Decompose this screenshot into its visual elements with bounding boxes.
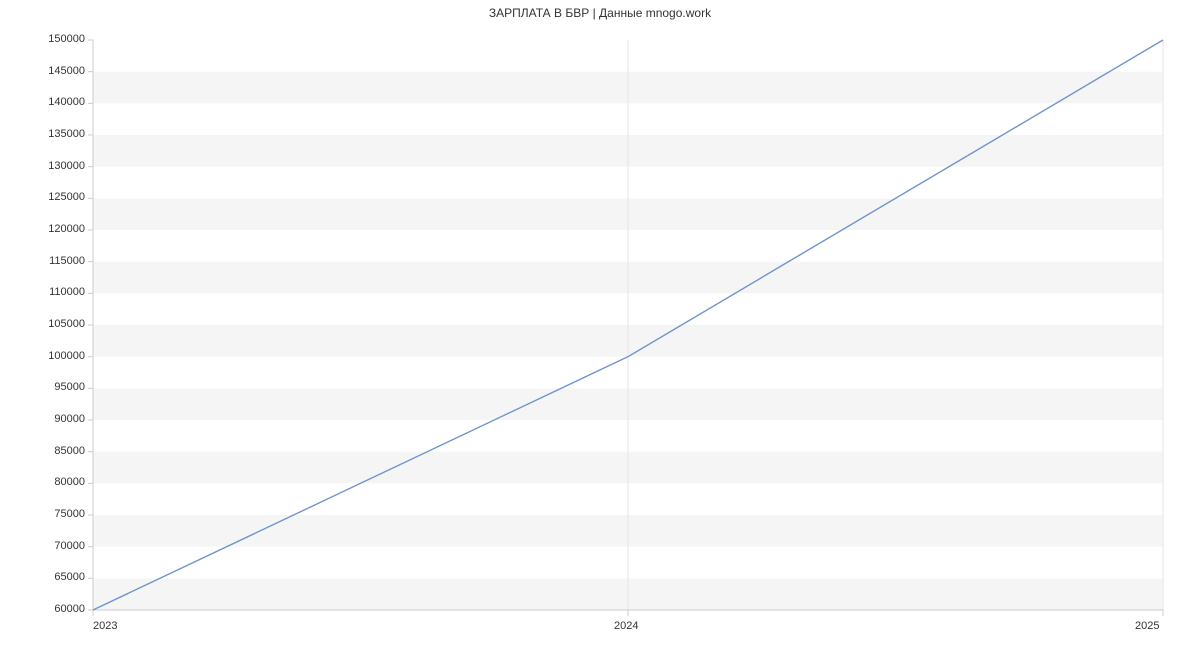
y-tick-label: 70000 <box>54 540 85 552</box>
x-tick-label: 2023 <box>93 620 117 632</box>
y-tick-label: 110000 <box>49 286 85 298</box>
y-tick-label: 125000 <box>48 191 85 203</box>
y-tick-label: 90000 <box>54 413 85 425</box>
y-tick-label: 135000 <box>48 128 85 140</box>
chart-svg <box>93 40 1163 610</box>
x-tick-label: 2024 <box>614 620 638 632</box>
y-tick-label: 85000 <box>54 445 85 457</box>
y-tick-label: 60000 <box>54 603 85 615</box>
chart-title: ЗАРПЛАТА В БВР | Данные mnogo.work <box>0 6 1200 20</box>
y-tick-label: 100000 <box>48 350 85 362</box>
chart-container: ЗАРПЛАТА В БВР | Данные mnogo.work 60000… <box>0 0 1200 650</box>
y-tick-label: 80000 <box>54 476 85 488</box>
y-tick-label: 145000 <box>48 65 85 77</box>
y-tick-label: 95000 <box>54 381 85 393</box>
y-tick-label: 105000 <box>48 318 85 330</box>
plot-area <box>93 40 1163 610</box>
y-tick-label: 120000 <box>48 223 85 235</box>
y-tick-label: 65000 <box>54 571 85 583</box>
y-tick-label: 150000 <box>48 33 85 45</box>
y-tick-label: 130000 <box>48 160 85 172</box>
x-tick-label: 2025 <box>1135 620 1159 632</box>
y-tick-label: 140000 <box>48 96 85 108</box>
y-tick-label: 115000 <box>49 255 85 267</box>
y-tick-label: 75000 <box>54 508 85 520</box>
